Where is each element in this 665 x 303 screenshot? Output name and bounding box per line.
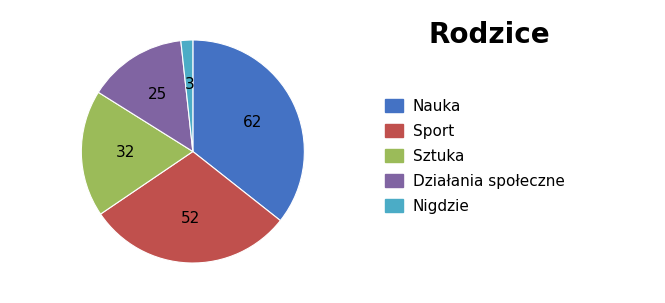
Text: 3: 3	[184, 77, 194, 92]
Wedge shape	[100, 152, 281, 263]
Wedge shape	[81, 92, 193, 214]
Text: 25: 25	[148, 87, 167, 102]
Text: 52: 52	[181, 211, 200, 226]
Wedge shape	[98, 41, 193, 152]
Wedge shape	[193, 40, 305, 221]
Text: 32: 32	[116, 145, 136, 160]
Text: 62: 62	[243, 115, 263, 130]
Legend: Nauka, Sport, Sztuka, Działania społeczne, Nigdzie: Nauka, Sport, Sztuka, Działania społeczn…	[379, 92, 571, 220]
Text: Rodzice: Rodzice	[429, 21, 550, 49]
Wedge shape	[181, 40, 193, 152]
